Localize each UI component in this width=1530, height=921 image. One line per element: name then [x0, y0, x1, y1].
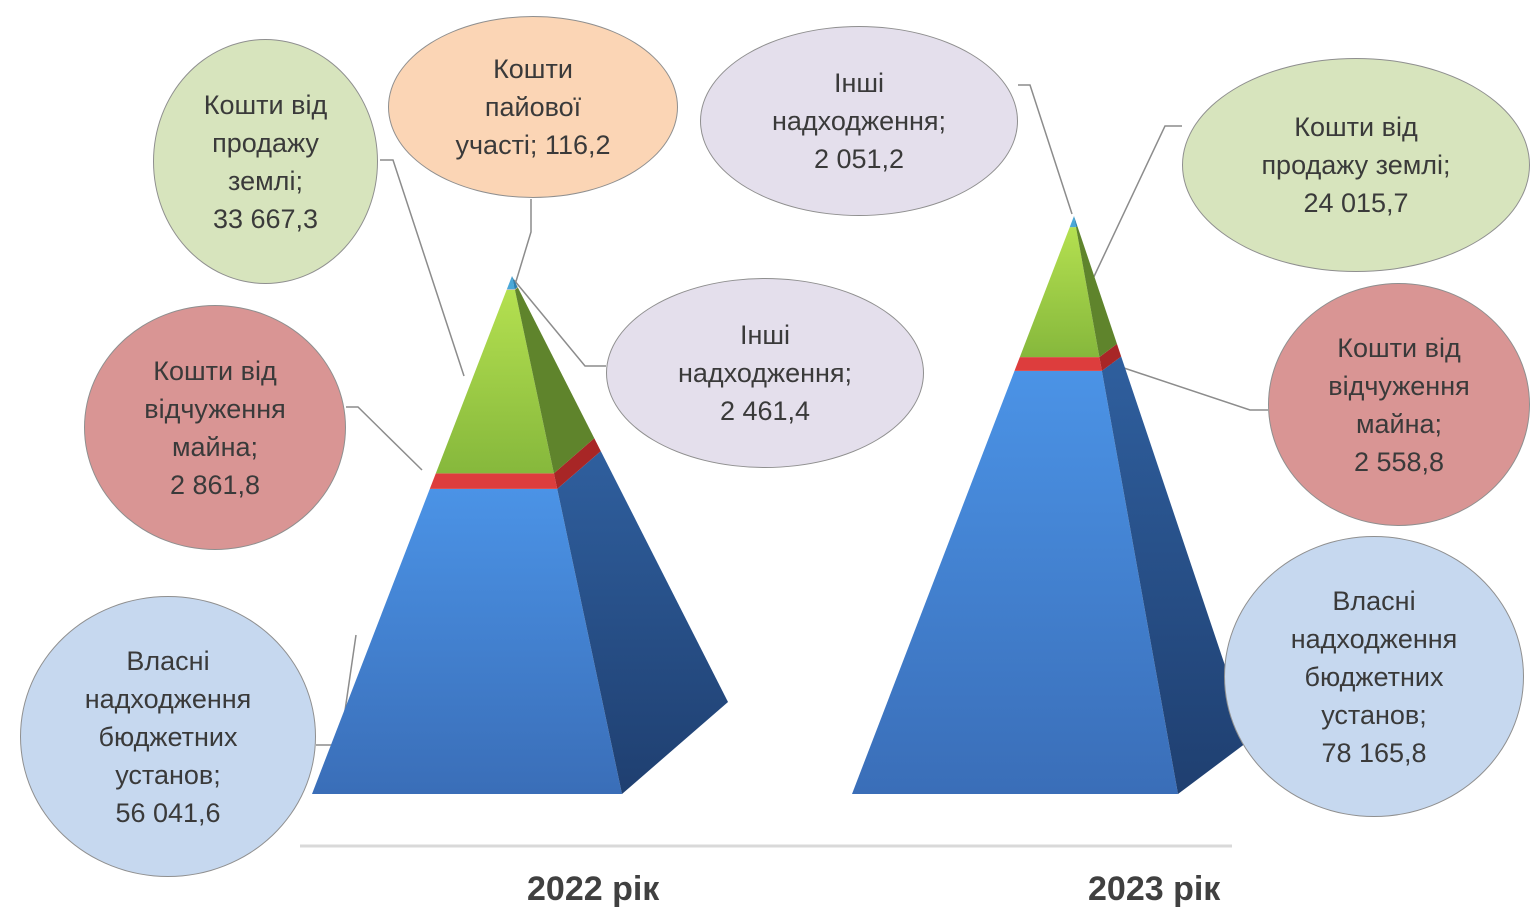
segment-side-1: [553, 438, 601, 489]
label-2023-other-income: Інші надходження; 2 051,2: [700, 26, 1018, 216]
segment-front-0: [312, 488, 622, 794]
leader-line-3: [513, 279, 606, 367]
label-2022-share-participation: Кошти пайової участі; 116,2: [388, 16, 678, 198]
segment-side-0: [1101, 356, 1250, 794]
segment-side-0: [557, 451, 728, 794]
segment-front-4: [506, 276, 515, 290]
label-2023-own-income: Власні надходження бюджетних установ; 78…: [1224, 536, 1524, 817]
label-2022-land-sale: Кошти від продажу землі; 33 667,3: [153, 39, 378, 284]
label-2023-land-sale: Кошти від продажу землі; 24 015,7: [1182, 58, 1530, 272]
pyramid-2022: [312, 276, 728, 794]
segment-side-3: [1074, 216, 1078, 228]
label-2023-property-alienation: Кошти від відчуження майна; 2 558,8: [1268, 283, 1530, 526]
segment-front-2: [435, 290, 554, 474]
segment-front-1: [429, 473, 558, 489]
segment-side-1: [1099, 343, 1122, 371]
leader-line-7: [1105, 361, 1268, 411]
leader-line-2: [346, 406, 423, 471]
segment-side-2: [514, 287, 595, 474]
leader-line-5: [1018, 84, 1073, 215]
label-2022-property-alienation: Кошти від відчуження майна; 2 861,8: [84, 305, 346, 550]
segment-front-3: [1069, 216, 1076, 228]
category-label-2023: 2023 рік: [1088, 870, 1221, 908]
segment-side-2: [1075, 226, 1117, 358]
leader-line-1: [513, 199, 532, 289]
segment-side-3: [514, 287, 518, 291]
label-2022-own-income: Власні надходження бюджетних установ; 56…: [20, 596, 316, 877]
segment-front-1: [1014, 357, 1102, 371]
leader-line-6: [1089, 125, 1182, 286]
segment-front-3: [506, 289, 515, 291]
leader-line-0: [380, 159, 465, 377]
segment-front-0: [852, 370, 1178, 794]
category-label-2022: 2022 рік: [527, 870, 660, 908]
pyramid-2023: [852, 216, 1250, 794]
label-2022-other-income: Інші надходження; 2 461,4: [606, 278, 924, 468]
segment-front-2: [1019, 227, 1100, 358]
segment-side-4: [512, 276, 518, 290]
